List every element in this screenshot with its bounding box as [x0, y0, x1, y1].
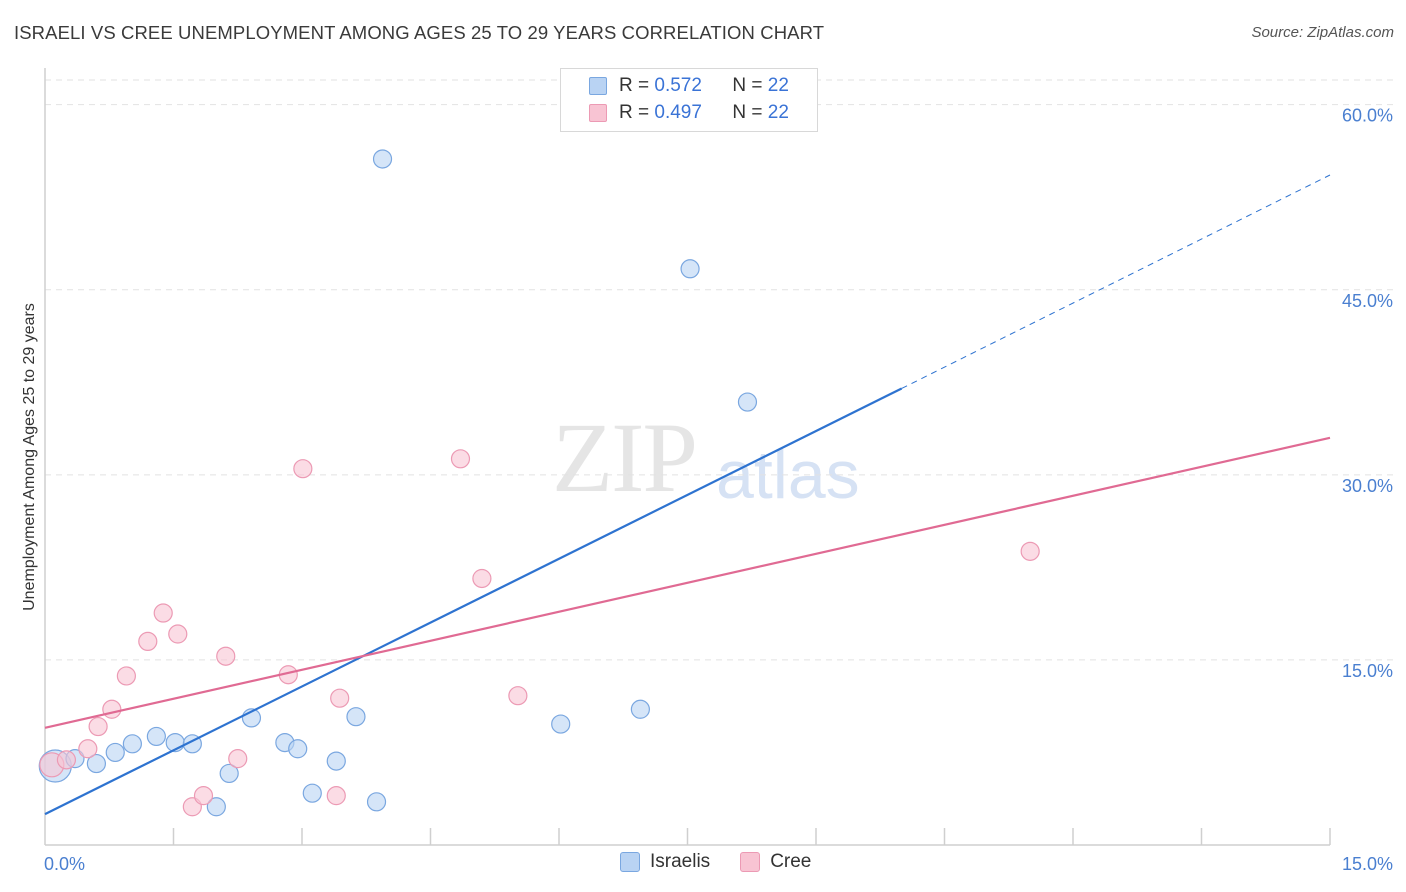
y-tick-label: 30.0%	[1342, 476, 1393, 496]
cree-point	[472, 568, 492, 589]
cree-trend-line	[44, 436, 1331, 729]
cree-point	[216, 646, 236, 666]
cree-point	[508, 686, 528, 706]
source-label: Source: ZipAtlas.com	[1251, 24, 1394, 41]
legend-row-israelis: R = 0.572 N = 22	[561, 73, 789, 99]
series-legend: Israelis Cree	[620, 851, 841, 873]
israelis-point	[366, 792, 387, 812]
cree-point	[450, 449, 471, 469]
israelis-point	[346, 707, 366, 727]
y-tick-label: 60.0%	[1342, 106, 1393, 126]
cree-point	[78, 739, 98, 759]
cree-point	[330, 688, 350, 708]
cree-point	[168, 624, 188, 644]
israelis-point	[105, 742, 125, 763]
israelis-point	[680, 259, 700, 279]
israelis-r-value: 0.572	[654, 75, 702, 96]
cree-legend-label: Cree	[770, 851, 812, 872]
israelis-swatch	[589, 77, 607, 95]
cree-r-value: 0.497	[654, 102, 702, 123]
israelis-point	[302, 783, 322, 803]
legend-item-cree[interactable]: Cree	[740, 851, 811, 873]
x-tick-label-min: 0.0%	[44, 854, 85, 874]
israelis-point	[737, 392, 758, 412]
cree-point	[102, 699, 122, 719]
israelis-point	[122, 734, 142, 754]
israelis-trend-line	[44, 387, 903, 816]
cree-r-label: R =	[619, 102, 650, 123]
y-tick-label: 45.0%	[1342, 291, 1393, 311]
cree-n-value: 22	[767, 102, 789, 123]
israelis-point	[86, 753, 107, 774]
legend-item-israelis[interactable]: Israelis	[620, 851, 710, 873]
israelis-legend-swatch	[620, 852, 640, 872]
cree-point	[293, 459, 313, 479]
israelis-trend-extension	[901, 174, 1331, 389]
israelis-r-label: R =	[619, 75, 650, 96]
cree-n-label: N =	[732, 102, 763, 123]
israelis-n-label: N =	[732, 75, 763, 96]
chart-title: ISRAELI VS CREE UNEMPLOYMENT AMONG AGES …	[14, 22, 825, 43]
cree-point	[326, 786, 346, 806]
correlation-legend: R = 0.572 N = 22 R = 0.497 N = 22	[560, 68, 818, 132]
israelis-point	[551, 714, 571, 734]
israelis-point	[146, 726, 166, 747]
legend-row-cree: R = 0.497 N = 22	[561, 100, 789, 126]
cree-legend-swatch	[740, 852, 761, 872]
watermark-zip: ZIP	[552, 402, 698, 513]
cree-point	[153, 603, 173, 623]
cree-point	[228, 749, 248, 769]
cree-point	[138, 631, 158, 652]
israelis-legend-label: Israelis	[650, 851, 711, 872]
cree-point	[193, 786, 214, 806]
israelis-point	[630, 699, 650, 719]
israelis-point	[372, 149, 393, 169]
israelis-point	[326, 751, 346, 771]
cree-point	[88, 716, 108, 737]
israelis-n-value: 22	[767, 75, 789, 96]
israelis-point	[206, 797, 226, 817]
israelis-point	[219, 763, 239, 784]
cree-point	[116, 666, 136, 686]
israelis-point	[288, 739, 308, 759]
x-tick-label-max: 15.0%	[1342, 854, 1393, 874]
cree-point	[1020, 541, 1040, 561]
y-tick-label: 15.0%	[1342, 661, 1393, 681]
cree-swatch	[589, 104, 607, 122]
cree-point	[56, 750, 77, 770]
